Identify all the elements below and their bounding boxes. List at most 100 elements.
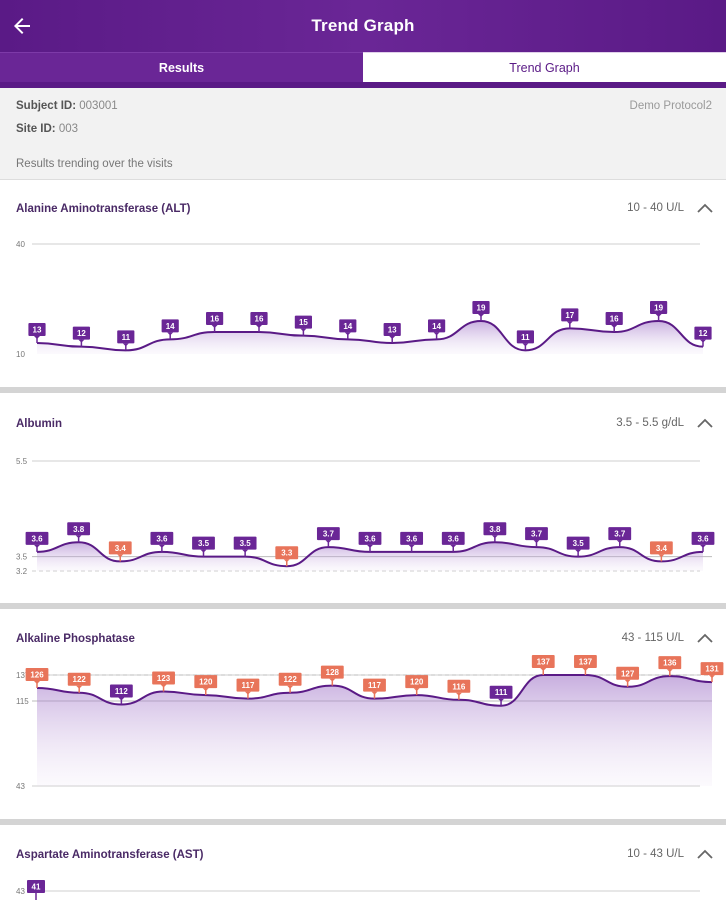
data-point[interactable]: 3.6 [400, 531, 424, 552]
data-point[interactable]: 11 [117, 330, 135, 351]
collapse-chevron-icon[interactable] [696, 201, 714, 215]
data-point[interactable]: 117 [236, 678, 260, 699]
data-point[interactable]: 120 [194, 675, 218, 696]
data-point[interactable]: 3.3 [275, 546, 299, 567]
data-label: 3.7 [323, 530, 335, 539]
reference-label: 3.5 [16, 553, 28, 562]
back-arrow-icon[interactable] [10, 14, 34, 38]
data-point[interactable]: 112 [109, 684, 133, 705]
data-label: 15 [299, 318, 308, 327]
data-point[interactable]: 126 [25, 667, 49, 688]
data-point[interactable]: 3.6 [150, 531, 174, 552]
data-point[interactable]: 12 [694, 326, 712, 347]
data-label: 117 [241, 681, 254, 690]
data-point[interactable]: 15 [294, 315, 312, 336]
data-point[interactable]: 127 [616, 666, 640, 687]
card-separator [0, 603, 726, 609]
chart-range: 43 - 115 U/L [621, 632, 684, 644]
collapse-chevron-icon[interactable] [696, 847, 714, 861]
data-point[interactable]: 3.4 [108, 541, 132, 562]
alt-chart: 40 10 13 12 11 14 16 16 15 14 13 14 19 11 17 16 19 12 [16, 240, 712, 359]
data-point[interactable]: 12 [72, 326, 90, 347]
data-point[interactable]: 41 [27, 880, 45, 900]
data-point[interactable]: 13 [28, 323, 46, 343]
data-point[interactable]: 3.6 [358, 531, 382, 552]
data-point[interactable]: 3.5 [566, 536, 590, 557]
protocol-name: Demo Protocol2 [629, 100, 712, 112]
y-axis-max-label: 43 [16, 887, 25, 896]
data-label: 131 [705, 665, 719, 674]
collapse-chevron-icon[interactable] [696, 631, 714, 645]
data-label: 3.6 [31, 534, 43, 543]
data-point[interactable]: 136 [658, 656, 682, 677]
data-point[interactable]: 131 [700, 662, 724, 683]
chart-range: 10 - 40 U/L [627, 202, 684, 214]
data-label: 13 [33, 326, 42, 335]
data-label: 11 [521, 333, 530, 342]
data-point[interactable]: 17 [561, 308, 579, 329]
data-point[interactable]: 120 [405, 675, 429, 696]
data-point[interactable]: 122 [278, 672, 302, 693]
data-point[interactable]: 19 [650, 301, 668, 321]
data-label: 3.7 [531, 530, 543, 539]
y-axis-min-label: 43 [16, 782, 25, 791]
alkaline-phosphatase-chart: 137 43 115 126 122 112 123 120 117 122 128 117 120 11… [16, 655, 724, 791]
data-point[interactable]: 16 [206, 312, 224, 332]
data-label: 19 [477, 304, 486, 313]
data-point[interactable]: 123 [152, 671, 175, 692]
data-point[interactable]: 11 [516, 330, 534, 351]
data-point[interactable]: 16 [250, 312, 268, 332]
page-title: Trend Graph [311, 16, 415, 35]
y-axis-min-label: 10 [16, 350, 25, 359]
data-label: 137 [579, 658, 593, 667]
card-separator [0, 387, 726, 393]
data-point[interactable]: 122 [67, 672, 91, 693]
data-label: 3.4 [656, 544, 668, 553]
data-label: 16 [610, 315, 619, 324]
data-point[interactable]: 128 [320, 665, 344, 686]
tab-bar: Results Trend Graph [0, 52, 726, 88]
data-point[interactable]: 111 [489, 685, 513, 706]
data-label: 12 [699, 329, 708, 338]
data-label: 120 [199, 678, 213, 687]
data-point[interactable]: 13 [383, 323, 401, 343]
tab-results[interactable]: Results [0, 52, 363, 82]
data-point[interactable]: 137 [574, 655, 597, 675]
data-point[interactable]: 3.6 [441, 531, 465, 552]
data-point[interactable]: 3.5 [192, 536, 215, 557]
data-label: 3.6 [406, 534, 418, 543]
data-point[interactable]: 14 [161, 319, 179, 340]
data-point[interactable]: 14 [339, 319, 357, 340]
data-point[interactable]: 3.6 [25, 531, 49, 552]
ast-chart: 43 41 [16, 880, 700, 900]
data-point[interactable]: 3.6 [691, 531, 715, 552]
data-point[interactable]: 3.8 [483, 522, 507, 543]
collapse-chevron-icon[interactable] [696, 416, 714, 430]
data-point[interactable]: 117 [363, 678, 386, 699]
chart-card-alkaline-phosphatase: Alkaline Phosphatase 43 - 115 U/L 137 43 1… [0, 609, 726, 819]
data-label: 3.4 [115, 544, 127, 553]
data-point[interactable]: 3.7 [525, 527, 548, 548]
data-label: 137 [537, 658, 551, 667]
site-id-value: 003 [58, 123, 79, 135]
data-point[interactable]: 3.4 [649, 541, 673, 562]
data-point[interactable]: 14 [428, 319, 446, 340]
data-point[interactable]: 3.5 [233, 536, 257, 557]
data-label: 3.6 [697, 534, 709, 543]
data-label: 3.5 [198, 539, 210, 548]
data-point[interactable]: 137 [531, 655, 555, 675]
data-point[interactable]: 16 [605, 312, 623, 332]
tab-trend-graph[interactable]: Trend Graph [363, 52, 726, 82]
data-label: 3.8 [73, 525, 85, 534]
data-point[interactable]: 3.7 [316, 527, 340, 548]
chart-card-alt: Alanine Aminotransferase (ALT) 10 - 40 U… [0, 181, 726, 387]
data-label: 3.5 [573, 539, 585, 548]
data-label: 13 [388, 326, 397, 335]
data-point[interactable]: 3.8 [67, 522, 91, 543]
data-point[interactable]: 19 [472, 301, 490, 321]
data-point[interactable]: 3.7 [608, 527, 632, 548]
site-id-row: Site ID: 003 [16, 123, 78, 135]
data-label: 3.5 [240, 539, 252, 548]
data-label: 127 [621, 669, 635, 678]
data-point[interactable]: 116 [447, 679, 471, 700]
